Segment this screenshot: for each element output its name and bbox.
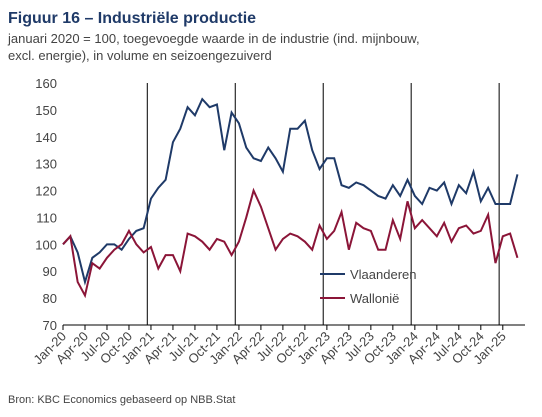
subtitle: excl. energie), in volume en seizoengezu… (8, 48, 272, 63)
y-tick-label: 90 (43, 264, 57, 279)
source: Bron: KBC Economics gebaseerd op NBB.Sta… (8, 394, 235, 406)
legend-label: Vlaanderen (350, 267, 417, 282)
y-tick-label: 130 (35, 157, 57, 172)
subtitle: januari 2020 = 100, toegevoegde waarde i… (7, 31, 420, 46)
chart-title: Figuur 16 – Industriële productie (8, 10, 256, 27)
series-line (62, 97, 519, 286)
y-tick-label: 110 (36, 210, 57, 225)
y-tick-label: 100 (35, 237, 57, 252)
legend-label: Wallonië (350, 291, 399, 306)
y-tick-label: 150 (35, 103, 57, 118)
y-tick-label: 80 (43, 291, 57, 306)
series-line (62, 187, 519, 299)
y-tick-label: 70 (43, 318, 57, 333)
y-tick-label: 140 (35, 130, 57, 145)
y-tick-label: 160 (35, 76, 57, 91)
y-tick-label: 120 (35, 184, 57, 199)
